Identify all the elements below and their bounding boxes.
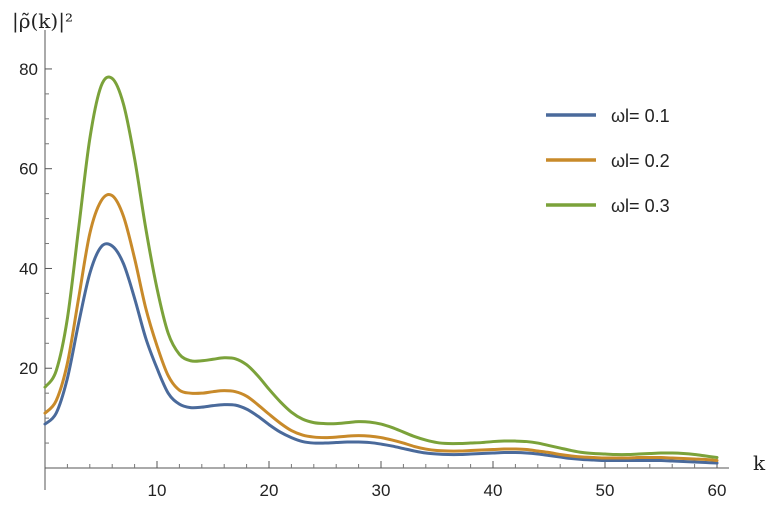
x-tick-label: 50 bbox=[596, 481, 615, 500]
series-line-3 bbox=[43, 75, 719, 460]
y-tick-label: 20 bbox=[19, 359, 38, 378]
y-tick-label: 60 bbox=[19, 160, 38, 179]
y-tick-label: 40 bbox=[19, 259, 38, 278]
y-axis-label: |ρ̃(k)|² bbox=[12, 9, 73, 34]
legend: ωl= 0.1 ωl= 0.2 ωl= 0.3 bbox=[546, 106, 670, 216]
x-tick-label: 20 bbox=[260, 481, 279, 500]
y-ticks: 20 40 60 80 bbox=[19, 60, 52, 378]
x-tick-label: 10 bbox=[148, 481, 167, 500]
legend-label-2: ωl= 0.2 bbox=[611, 151, 670, 171]
series-line-1 bbox=[43, 242, 719, 465]
series-line-2 bbox=[43, 193, 719, 463]
legend-label-3: ωl= 0.3 bbox=[611, 196, 670, 216]
x-tick-label: 30 bbox=[372, 481, 391, 500]
x-tick-label: 40 bbox=[484, 481, 503, 500]
series-layer bbox=[43, 75, 719, 465]
y-tick-label: 80 bbox=[19, 60, 38, 79]
legend-label-1: ωl= 0.1 bbox=[611, 106, 670, 126]
x-ticks: 10 20 30 40 50 60 bbox=[148, 461, 727, 500]
y-minor-ticks bbox=[45, 93, 49, 444]
x-tick-label: 60 bbox=[708, 481, 727, 500]
x-axis-label: k bbox=[753, 451, 766, 475]
x-minor-ticks bbox=[66, 464, 696, 468]
axes: 10 20 30 40 50 60 20 40 60 80 bbox=[19, 30, 729, 500]
